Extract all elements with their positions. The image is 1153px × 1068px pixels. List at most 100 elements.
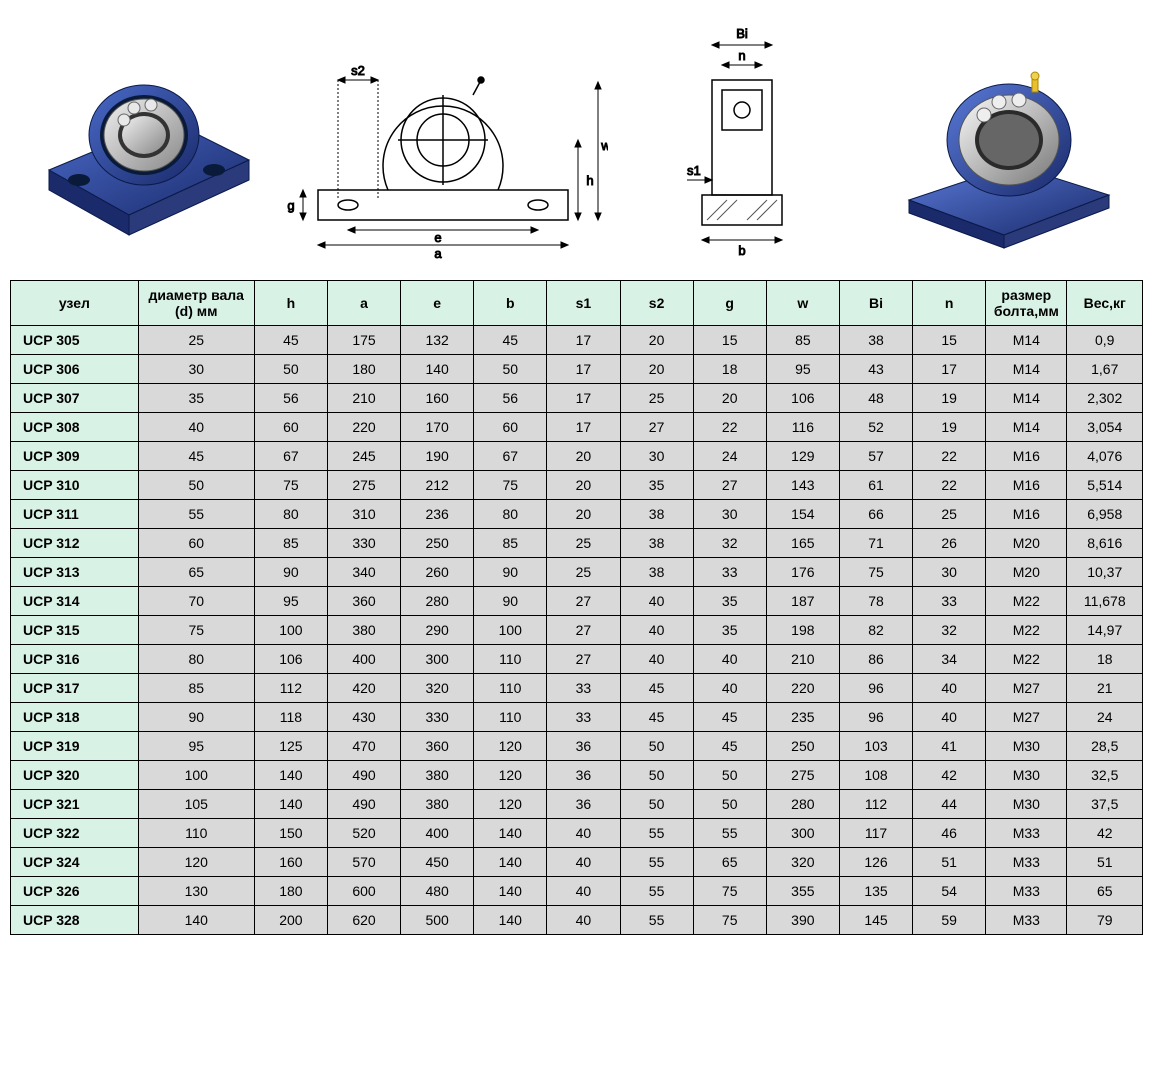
value-cell: 450 [401, 848, 474, 877]
value-cell: 35 [138, 384, 254, 413]
value-cell: M22 [986, 587, 1067, 616]
value-cell: 500 [401, 906, 474, 935]
value-cell: 75 [254, 471, 327, 500]
value-cell: M16 [986, 442, 1067, 471]
col-header: размер болта,мм [986, 281, 1067, 326]
value-cell: M14 [986, 384, 1067, 413]
value-cell: 33 [693, 558, 766, 587]
table-header-row: узелдиаметр вала (d) ммhaebs1s2gwBinразм… [11, 281, 1143, 326]
node-cell: UCP 309 [11, 442, 139, 471]
value-cell: 38 [620, 500, 693, 529]
value-cell: 35 [693, 616, 766, 645]
value-cell: 180 [254, 877, 327, 906]
value-cell: 54 [913, 877, 986, 906]
node-cell: UCP 312 [11, 529, 139, 558]
value-cell: 120 [138, 848, 254, 877]
front-elevation-icon: a e h w g [278, 20, 608, 260]
table-row: UCP 32412016057045014040556532012651M335… [11, 848, 1143, 877]
value-cell: 71 [839, 529, 912, 558]
dim-s2-label: s2 [351, 63, 365, 78]
value-cell: 19 [913, 413, 986, 442]
value-cell: 0,9 [1067, 326, 1143, 355]
value-cell: 176 [766, 558, 839, 587]
col-header: диаметр вала (d) мм [138, 281, 254, 326]
value-cell: 600 [327, 877, 400, 906]
value-cell: 40 [693, 674, 766, 703]
col-header: s1 [547, 281, 620, 326]
value-cell: 140 [254, 761, 327, 790]
col-header: Bi [839, 281, 912, 326]
value-cell: 100 [474, 616, 547, 645]
node-cell: UCP 326 [11, 877, 139, 906]
value-cell: 45 [254, 326, 327, 355]
value-cell: 25 [913, 500, 986, 529]
value-cell: 95 [254, 587, 327, 616]
col-header: b [474, 281, 547, 326]
value-cell: M27 [986, 703, 1067, 732]
value-cell: 360 [327, 587, 400, 616]
value-cell: 27 [620, 413, 693, 442]
value-cell: 25 [547, 558, 620, 587]
value-cell: 86 [839, 645, 912, 674]
value-cell: 34 [913, 645, 986, 674]
value-cell: 400 [401, 819, 474, 848]
value-cell: 330 [401, 703, 474, 732]
node-cell: UCP 321 [11, 790, 139, 819]
value-cell: 120 [474, 790, 547, 819]
value-cell: 520 [327, 819, 400, 848]
table-row: UCP 3136590340260902538331767530M2010,37 [11, 558, 1143, 587]
value-cell: 50 [138, 471, 254, 500]
value-cell: 61 [839, 471, 912, 500]
value-cell: 55 [620, 848, 693, 877]
value-cell: 187 [766, 587, 839, 616]
bearing-3d-right-icon [894, 30, 1124, 250]
value-cell: 20 [547, 500, 620, 529]
value-cell: 15 [693, 326, 766, 355]
value-cell: 190 [401, 442, 474, 471]
front-elevation-drawing: a e h w g [278, 20, 608, 260]
value-cell: 36 [547, 790, 620, 819]
render-3d-right [875, 30, 1143, 250]
value-cell: 48 [839, 384, 912, 413]
value-cell: M33 [986, 877, 1067, 906]
value-cell: 65 [693, 848, 766, 877]
value-cell: 75 [839, 558, 912, 587]
value-cell: 320 [401, 674, 474, 703]
value-cell: 96 [839, 703, 912, 732]
value-cell: M27 [986, 674, 1067, 703]
value-cell: 45 [693, 732, 766, 761]
value-cell: 17 [547, 326, 620, 355]
value-cell: 50 [620, 790, 693, 819]
value-cell: 75 [474, 471, 547, 500]
value-cell: 65 [1067, 877, 1143, 906]
value-cell: 300 [766, 819, 839, 848]
value-cell: 36 [547, 761, 620, 790]
value-cell: M33 [986, 906, 1067, 935]
value-cell: 235 [766, 703, 839, 732]
value-cell: 60 [138, 529, 254, 558]
value-cell: M14 [986, 413, 1067, 442]
value-cell: M20 [986, 529, 1067, 558]
value-cell: 30 [620, 442, 693, 471]
value-cell: 310 [327, 500, 400, 529]
side-elevation-drawing: Bi n s1 b [608, 20, 876, 260]
value-cell: 570 [327, 848, 400, 877]
value-cell: 50 [620, 761, 693, 790]
value-cell: 300 [401, 645, 474, 674]
value-cell: 390 [766, 906, 839, 935]
value-cell: 11,678 [1067, 587, 1143, 616]
node-cell: UCP 320 [11, 761, 139, 790]
value-cell: 100 [254, 616, 327, 645]
value-cell: 470 [327, 732, 400, 761]
side-elevation-icon: Bi n s1 b [652, 20, 832, 260]
value-cell: 14,97 [1067, 616, 1143, 645]
value-cell: 100 [138, 761, 254, 790]
col-header: s2 [620, 281, 693, 326]
value-cell: 38 [620, 558, 693, 587]
value-cell: 25 [547, 529, 620, 558]
node-cell: UCP 306 [11, 355, 139, 384]
value-cell: 112 [839, 790, 912, 819]
value-cell: 5,514 [1067, 471, 1143, 500]
node-cell: UCP 319 [11, 732, 139, 761]
value-cell: 360 [401, 732, 474, 761]
